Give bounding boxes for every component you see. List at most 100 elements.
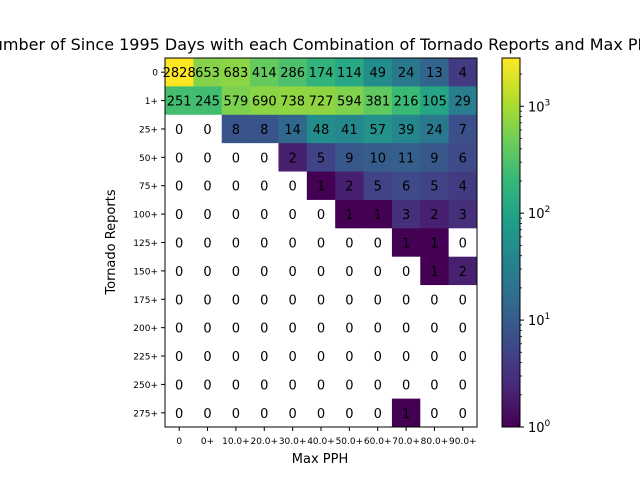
y-tick-label: 75+	[139, 182, 158, 192]
chart-title: Number of Since 1995 Days with each Comb…	[0, 35, 640, 54]
heatmap-cell	[448, 313, 478, 343]
heatmap-cell	[221, 58, 251, 87]
cell-value-label: 1	[317, 180, 325, 195]
cell-value-label: 11	[398, 151, 415, 166]
x-axis: 0 0+ 10.0+ 20.0+ 30.0+ 40.0+ 50.0+ 60.0+ 70.0+ 80…	[176, 427, 477, 447]
cell-value-label: 13	[426, 66, 443, 81]
heatmap-cell	[363, 256, 393, 286]
x-tick-label: 0	[176, 437, 182, 447]
cell-value-label: 0	[345, 293, 353, 308]
cell-value-label: 0	[203, 293, 211, 308]
cell-value-label: 0	[345, 407, 353, 422]
cell-value-label: 0	[232, 265, 240, 280]
cell-value-label: 0	[175, 322, 183, 337]
heatmap-cell	[335, 199, 364, 229]
cell-value-label: 1	[402, 407, 410, 422]
cell-value-label: 0	[175, 407, 183, 422]
heatmap-cell	[221, 143, 251, 172]
heatmap-cell	[193, 256, 223, 286]
heatmap-cell	[391, 285, 421, 314]
cell-value-label: 0	[288, 208, 296, 223]
cell-value-label: 9	[345, 151, 353, 166]
cell-value-label: 0	[317, 378, 325, 393]
heatmap-cell	[221, 370, 251, 400]
heatmap-cell	[278, 228, 308, 258]
cell-value-label: 245	[195, 95, 220, 110]
heatmap-cell	[278, 114, 308, 144]
heatmap-cell	[420, 171, 450, 201]
heatmap-cell	[391, 143, 421, 172]
heatmap-cell	[165, 398, 194, 428]
heatmap-cell	[420, 228, 450, 258]
heatmap-cell	[221, 228, 251, 258]
heatmap-cell	[306, 228, 336, 258]
heatmap-cell	[335, 58, 364, 87]
x-tick-label: 80.0+	[421, 437, 449, 447]
cell-value-label: 0	[260, 407, 268, 422]
heatmap-cell	[363, 228, 393, 258]
cell-value-label: 0	[430, 322, 438, 337]
heatmap-cell	[363, 58, 393, 87]
cell-value-label: 0	[175, 180, 183, 195]
heatmap-cell	[221, 398, 251, 428]
y-tick-label: 100+	[133, 211, 158, 221]
colorbar-frame	[501, 57, 521, 428]
heatmap-cell	[420, 86, 450, 116]
heatmap-cell	[193, 114, 223, 144]
heatmap-cell	[306, 86, 336, 116]
heatmap-cell	[335, 86, 364, 116]
cell-value-label: 0	[175, 237, 183, 252]
cell-value-label: 0	[402, 265, 410, 280]
x-tick-label: 40.0+	[307, 437, 335, 447]
heatmap-cell	[363, 143, 393, 172]
cell-value-label: 0	[203, 350, 211, 365]
cell-value-label: 0	[203, 407, 211, 422]
cell-value-label: 0	[203, 123, 211, 138]
cell-value-label: 0	[260, 180, 268, 195]
heatmap-cell	[193, 228, 223, 258]
cell-value-label: 0	[260, 265, 268, 280]
cell-value-label: 1	[345, 208, 353, 223]
heatmap-cell	[448, 199, 478, 229]
y-tick-label: 125+	[133, 239, 158, 249]
cell-value-label: 0	[175, 208, 183, 223]
heatmap-cell	[193, 341, 223, 371]
heatmap-cell	[306, 143, 336, 172]
cell-value-label: 114	[337, 66, 362, 81]
heatmap-cell	[250, 58, 279, 87]
cell-value-label: 0	[374, 237, 382, 252]
heatmap-cell	[193, 171, 223, 201]
cell-value-label: 5	[374, 180, 382, 195]
cell-value-label: 49	[369, 66, 386, 81]
heatmap-cell	[391, 228, 421, 258]
heatmap-cell	[420, 114, 450, 144]
heatmap-cell	[363, 370, 393, 400]
cell-value-label: 0	[260, 237, 268, 252]
heatmap-cell	[448, 370, 478, 400]
x-tick-label: 10.0+	[222, 437, 250, 447]
heatmap-cell	[250, 143, 279, 172]
cell-value-label: 0	[374, 322, 382, 337]
y-axis: 0 1+ 25+ 50+ 75+ 100+ 125+ 150+ 175+ 200+ 225+ 250+…	[133, 69, 165, 419]
heatmap-cell	[335, 143, 364, 172]
heatmap-cell	[363, 86, 393, 116]
cell-value-label: 41	[341, 123, 358, 138]
cell-value-label: 0	[402, 293, 410, 308]
heatmap-cell	[391, 341, 421, 371]
heatmap-cell	[306, 58, 336, 87]
cell-value-label: 0	[374, 293, 382, 308]
heatmap-cell	[335, 398, 364, 428]
cell-value-label: 0	[317, 322, 325, 337]
cell-value-label: 0	[203, 151, 211, 166]
heatmap-cell	[250, 313, 279, 343]
heatmap-cell	[193, 143, 223, 172]
heatmap-cell	[335, 171, 364, 201]
cell-value-label: 0	[232, 293, 240, 308]
colorbar-tick-label: 103	[528, 98, 550, 115]
cell-value-label: 0	[430, 378, 438, 393]
cell-value-label: 683	[223, 66, 248, 81]
cell-value-label: 251	[167, 95, 192, 110]
cell-value-label: 0	[232, 237, 240, 252]
heatmap-cell	[278, 285, 308, 314]
